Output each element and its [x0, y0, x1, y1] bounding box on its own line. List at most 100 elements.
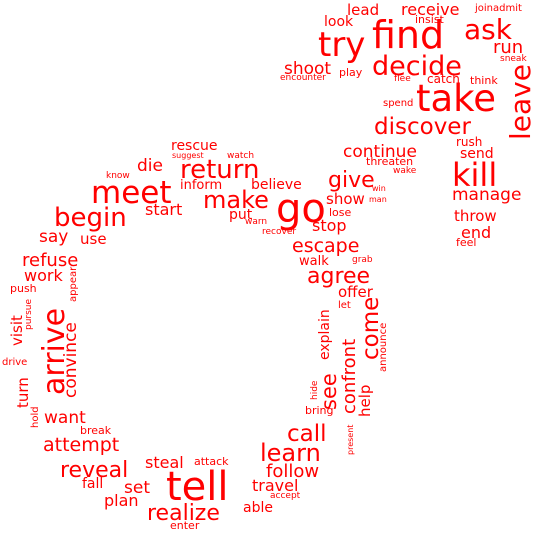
word-reveal: reveal — [60, 458, 128, 483]
word-drive: drive — [2, 357, 27, 368]
word-come: come — [358, 297, 384, 360]
word-sneak: sneak — [500, 54, 527, 64]
word-take: take — [416, 77, 496, 120]
word-stop: stop — [312, 216, 347, 235]
word-steal: steal — [145, 453, 184, 472]
word-recover: recover — [262, 227, 296, 237]
word-enter: enter — [170, 519, 200, 532]
word-able: able — [243, 500, 273, 516]
word-meet: meet — [91, 175, 172, 211]
word-receive: receive — [401, 0, 459, 19]
word-watch: watch — [227, 151, 254, 161]
word-help: help — [356, 385, 374, 417]
word-agree: agree — [307, 264, 370, 289]
word-visit: visit — [8, 315, 26, 346]
word-find: find — [372, 13, 444, 57]
word-wake: wake — [393, 166, 417, 176]
word-attempt: attempt — [43, 434, 119, 456]
word-call: call — [287, 421, 327, 447]
word-want: want — [44, 408, 86, 428]
word-manage: manage — [452, 185, 521, 205]
word-spend: spend — [383, 98, 413, 109]
word-convince: convince — [61, 322, 81, 398]
word-begin: begin — [54, 203, 127, 233]
word-turn: turn — [14, 377, 32, 408]
word-announce: announce — [378, 323, 389, 372]
word-let: let — [338, 300, 351, 311]
word-work: work — [24, 266, 63, 285]
word-feel: feel — [456, 236, 476, 249]
word-end: end — [461, 223, 491, 242]
word-arrive: arrive — [37, 308, 72, 395]
word-plan: plan — [104, 491, 139, 510]
word-appear: appear — [68, 266, 79, 302]
word-inform: inform — [180, 178, 222, 193]
word-run: run — [493, 37, 523, 58]
word-break: break — [80, 424, 112, 437]
word-joinadmit: joinadmit — [474, 3, 522, 14]
word-explain: explain — [317, 309, 333, 360]
word-continue: continue — [343, 142, 417, 162]
word-kill: kill — [452, 156, 497, 194]
word-make: make — [203, 186, 269, 214]
word-learn: learn — [260, 439, 321, 467]
word-shoot: shoot — [284, 59, 331, 79]
word-try: try — [318, 25, 365, 65]
word-accept: accept — [270, 491, 301, 501]
word-ask: ask — [464, 13, 513, 46]
word-give: give — [328, 168, 375, 193]
word-use: use — [80, 230, 107, 248]
word-start: start — [145, 200, 182, 219]
word-rush: rush — [456, 135, 482, 149]
word-go: go — [276, 186, 326, 232]
word-win: win — [372, 184, 386, 193]
word-lead: lead — [347, 1, 379, 19]
word-catch: catch — [427, 72, 460, 86]
word-encounter: encounter — [280, 73, 326, 83]
word-man: man — [369, 195, 387, 204]
word-throw: throw — [454, 207, 497, 225]
word-leave: leave — [504, 64, 537, 140]
word-rescue: rescue — [171, 138, 218, 154]
word-know: know — [106, 171, 130, 181]
word-send: send — [460, 146, 494, 162]
word-realize: realize — [147, 501, 220, 526]
word-lose: lose — [329, 206, 352, 219]
word-play: play — [339, 66, 363, 79]
word-say: say — [39, 227, 68, 247]
word-put: put — [229, 207, 253, 223]
word-bring: bring — [305, 404, 334, 417]
word-pursue: pursue — [24, 298, 34, 330]
word-tell: tell — [166, 464, 229, 510]
word-think: think — [470, 74, 498, 87]
word-hold: hold — [30, 406, 41, 428]
word-insist: insist — [415, 13, 445, 26]
word-decide: decide — [372, 51, 462, 82]
word-return: return — [180, 155, 260, 185]
word-die: die — [137, 156, 163, 176]
word-grab: grab — [352, 255, 373, 265]
word-hide: hide — [310, 380, 320, 400]
word-suggest: suggest — [172, 151, 204, 160]
word-confront: confront — [339, 339, 360, 414]
word-fall: fall — [82, 476, 103, 492]
word-travel: travel — [252, 476, 298, 495]
word-flee: flee — [394, 74, 411, 84]
word-offer: offer — [338, 283, 374, 301]
word-show: show — [326, 190, 365, 208]
word-warn: warn — [245, 217, 267, 227]
word-discover: discover — [374, 114, 471, 140]
word-walk: walk — [299, 254, 329, 269]
word-believe: believe — [251, 177, 302, 193]
word-attack: attack — [194, 455, 229, 468]
word-threaten: threaten — [366, 155, 413, 168]
word-push: push — [10, 282, 37, 295]
word-follow: follow — [266, 461, 319, 482]
word-set: set — [124, 478, 150, 498]
word-escape: escape — [292, 235, 359, 257]
word-present: present — [346, 425, 355, 455]
word-look: look — [324, 14, 354, 30]
word-refuse: refuse — [22, 250, 78, 271]
